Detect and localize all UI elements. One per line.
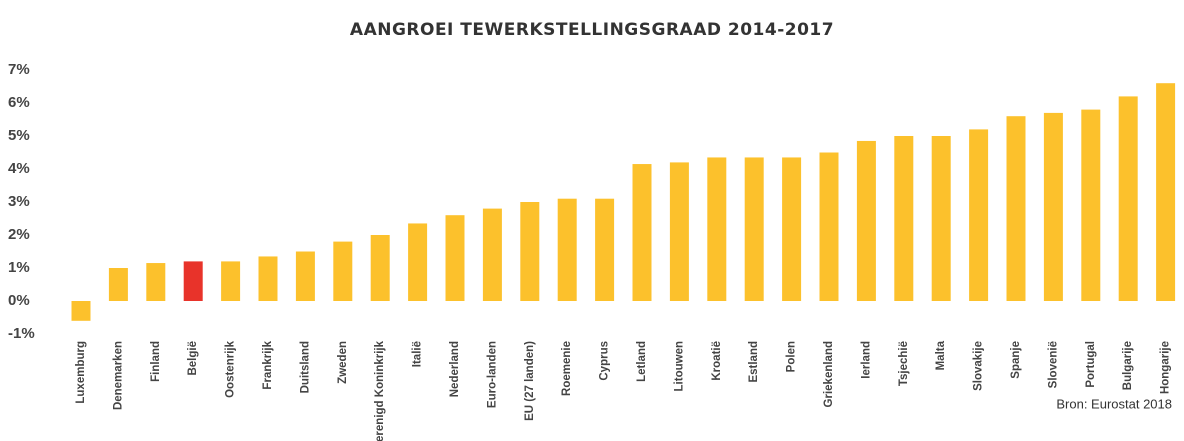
x-tick-label: Zweden [337,341,349,384]
y-tick-label: 7% [8,61,30,78]
y-tick-label: 3% [8,193,30,210]
x-tick-label: EU (27 landen) [524,341,536,421]
x-tick-label: Estland [748,341,760,383]
x-tick-label: Frankrijk [262,340,274,389]
bar [71,301,91,321]
bar [520,202,540,301]
bar [295,251,315,301]
x-tick-label: Tsjechië [898,341,910,386]
y-tick-label: 6% [8,94,30,111]
chart-title: AANGROEI TEWERKSTELLINGSGRAAD 2014-2017 [350,20,834,40]
bar [1081,109,1101,301]
bar [669,162,689,301]
y-tick-label: 0% [8,292,30,309]
x-tick-label: België [187,341,199,376]
bar [1156,83,1176,301]
bar [744,157,764,301]
x-tick-label: Kroatië [711,341,723,381]
x-tick-label: Roemenie [561,341,573,396]
x-tick-label: Duitsland [299,341,311,393]
y-tick-label: 4% [8,160,30,177]
x-tick-label: Bulgarije [1122,341,1134,390]
bar [782,157,802,301]
bar [632,164,652,301]
x-tick-label: Griekenland [823,341,835,407]
x-tick-label: Verenigd Koninkrijk [374,340,386,441]
bar [969,129,989,301]
bar [482,208,502,301]
bar [707,157,727,301]
x-tick-label: Malta [935,340,947,370]
x-tick-label: Slovenië [1047,341,1059,388]
x-tick-label: Portugal [1085,341,1097,388]
bar [595,198,615,301]
x-tick-label: Litouwen [673,341,685,391]
x-tick-label: Letland [636,341,648,382]
x-tick-label: Polen [786,341,798,372]
bar [1043,112,1063,302]
x-tick-label: Spanje [1010,341,1022,379]
x-tick-label: Ierland [860,341,872,379]
source: Bron: Eurostat 2018 [1056,396,1172,411]
bar [408,223,428,301]
bar [146,263,166,301]
bar [221,261,241,301]
bar [894,136,914,301]
bar [258,256,278,301]
x-tick-label: Luxemburg [75,341,87,404]
bar [183,261,203,301]
bar [557,198,577,301]
x-tick-label: Denemarken [112,341,124,410]
x-tick-label: Oostenrijk [225,340,237,397]
x-tick-label: Euro-landen [486,341,498,408]
bar [1006,116,1026,301]
x-tick-label: Finland [150,341,162,382]
x-tick-label: Hongarije [1160,341,1172,394]
x-tick-label: Cyprus [599,341,611,381]
bar [333,241,353,301]
bar [108,268,128,301]
bar [931,136,951,301]
y-tick-label: 1% [8,259,30,276]
x-tick-label: Italië [412,341,424,367]
x-tick-label: Nederland [449,341,461,397]
y-tick-label: 2% [8,226,30,243]
bar [819,152,839,301]
y-tick-label: -1% [8,325,35,342]
bar [445,215,465,301]
bar [370,235,390,301]
y-tick-label: 5% [8,127,30,144]
x-tick-label: Slovakije [973,341,985,391]
bar [856,140,876,301]
bar [1118,96,1138,302]
